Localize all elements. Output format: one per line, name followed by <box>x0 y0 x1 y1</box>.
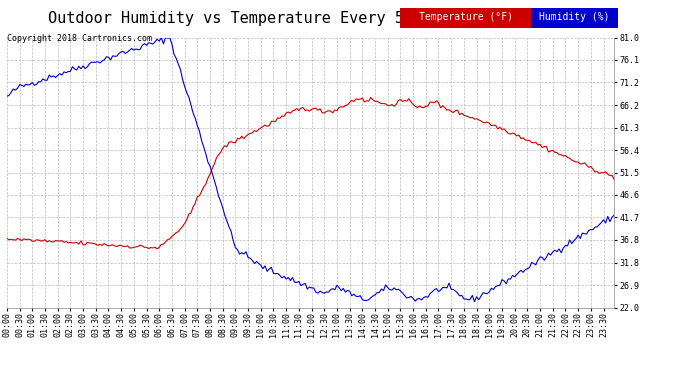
Text: Copyright 2018 Cartronics.com: Copyright 2018 Cartronics.com <box>7 34 152 43</box>
Text: Temperature (°F): Temperature (°F) <box>419 12 513 22</box>
Text: Outdoor Humidity vs Temperature Every 5 Minutes 20180426: Outdoor Humidity vs Temperature Every 5 … <box>48 11 559 26</box>
Text: Humidity (%): Humidity (%) <box>539 12 610 22</box>
